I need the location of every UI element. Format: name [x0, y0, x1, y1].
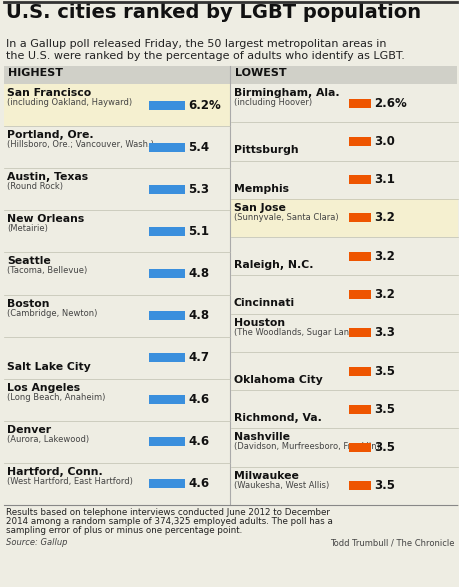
Text: U.S. cities ranked by LGBT population: U.S. cities ranked by LGBT population	[6, 3, 420, 22]
Text: Todd Trumbull / The Chronicle: Todd Trumbull / The Chronicle	[330, 538, 454, 547]
Text: 4.7: 4.7	[188, 351, 208, 364]
Bar	[348, 175, 370, 184]
Text: Birmingham, Ala.: Birmingham, Ala.	[234, 88, 339, 98]
Text: 3.2: 3.2	[373, 211, 394, 224]
Text: Raleigh, N.C.: Raleigh, N.C.	[234, 260, 313, 270]
Text: Los Angeles: Los Angeles	[7, 383, 80, 393]
Text: 4.6: 4.6	[188, 436, 209, 448]
Text: 3.0: 3.0	[373, 135, 394, 148]
Bar	[348, 481, 370, 490]
Text: 3.5: 3.5	[373, 365, 394, 377]
Text: 3.5: 3.5	[373, 441, 394, 454]
Text: 3.2: 3.2	[373, 249, 394, 263]
Bar	[149, 480, 185, 488]
Text: (Sunnyvale, Santa Clara): (Sunnyvale, Santa Clara)	[234, 213, 338, 222]
Text: Austin, Texas: Austin, Texas	[7, 172, 88, 182]
Text: 5.1: 5.1	[188, 225, 208, 238]
Text: (Hillsboro, Ore.; Vancouver, Wash.): (Hillsboro, Ore.; Vancouver, Wash.)	[7, 140, 154, 149]
Text: 3.2: 3.2	[373, 288, 394, 301]
Bar	[348, 366, 370, 376]
Bar	[348, 99, 370, 107]
Bar	[149, 437, 185, 446]
Bar	[348, 137, 370, 146]
Text: sampling error of plus or minus one percentage point.: sampling error of plus or minus one perc…	[6, 526, 242, 535]
Text: Cincinnati: Cincinnati	[234, 299, 295, 309]
Text: Houston: Houston	[234, 318, 285, 328]
Bar	[149, 311, 185, 320]
Text: Portland, Ore.: Portland, Ore.	[7, 130, 94, 140]
Text: (Aurora, Lakewood): (Aurora, Lakewood)	[7, 435, 89, 444]
Bar	[149, 353, 185, 362]
Bar	[149, 395, 185, 404]
Bar	[149, 143, 185, 151]
Bar	[4, 66, 230, 84]
Text: Salt Lake City: Salt Lake City	[7, 362, 90, 372]
Text: Results based on telephone interviews conducted June 2012 to December: Results based on telephone interviews co…	[6, 508, 329, 517]
Text: Denver: Denver	[7, 425, 51, 435]
Text: (The Woodlands, Sugar Land): (The Woodlands, Sugar Land)	[234, 328, 357, 336]
Bar	[348, 328, 370, 338]
Text: (Davidson, Murfreesboro, Franklin): (Davidson, Murfreesboro, Franklin)	[234, 443, 379, 451]
Text: (including Hoover): (including Hoover)	[234, 98, 312, 107]
Text: LOWEST: LOWEST	[235, 68, 286, 78]
Text: (West Hartford, East Hartford): (West Hartford, East Hartford)	[7, 477, 133, 486]
Text: (including Oakland, Hayward): (including Oakland, Hayward)	[7, 98, 132, 107]
Bar	[230, 199, 457, 237]
Text: (Long Beach, Anaheim): (Long Beach, Anaheim)	[7, 393, 105, 402]
Text: Milwaukee: Milwaukee	[234, 471, 298, 481]
Text: 3.5: 3.5	[373, 403, 394, 416]
Text: 6.2%: 6.2%	[188, 99, 220, 112]
Text: (Metairie): (Metairie)	[7, 224, 48, 233]
Text: (Tacoma, Bellevue): (Tacoma, Bellevue)	[7, 266, 87, 275]
Bar	[348, 214, 370, 222]
Bar	[348, 443, 370, 452]
Text: Source: Gallup: Source: Gallup	[6, 538, 67, 547]
Text: Nashville: Nashville	[234, 433, 289, 443]
Bar	[149, 185, 185, 194]
Text: Hartford, Conn.: Hartford, Conn.	[7, 467, 102, 477]
Text: (Round Rock): (Round Rock)	[7, 182, 63, 191]
Text: Memphis: Memphis	[234, 184, 288, 194]
Text: 4.8: 4.8	[188, 309, 209, 322]
Text: New Orleans: New Orleans	[7, 214, 84, 224]
Bar	[348, 290, 370, 299]
Bar	[348, 252, 370, 261]
Bar	[149, 269, 185, 278]
Bar	[149, 100, 185, 110]
Bar	[230, 66, 456, 84]
Text: 3.3: 3.3	[373, 326, 394, 339]
Text: 3.1: 3.1	[373, 173, 394, 186]
Bar	[348, 405, 370, 414]
Text: Seattle: Seattle	[7, 257, 50, 266]
Text: San Jose: San Jose	[234, 203, 285, 213]
Bar	[149, 227, 185, 236]
Text: 4.6: 4.6	[188, 393, 209, 406]
Text: San Francisco: San Francisco	[7, 88, 91, 98]
Bar	[4, 84, 230, 126]
Text: 4.8: 4.8	[188, 267, 209, 280]
Text: 4.6: 4.6	[188, 477, 209, 491]
Text: Pittsburgh: Pittsburgh	[234, 146, 298, 156]
Text: (Cambridge, Newton): (Cambridge, Newton)	[7, 309, 97, 318]
Text: In a Gallup poll released Friday, the 50 largest metropolitan areas in: In a Gallup poll released Friday, the 50…	[6, 39, 386, 49]
Text: Boston: Boston	[7, 299, 50, 309]
Text: Richmond, Va.: Richmond, Va.	[234, 413, 321, 423]
Text: 2.6%: 2.6%	[373, 97, 406, 110]
Text: HIGHEST: HIGHEST	[8, 68, 63, 78]
Text: 2014 among a random sample of 374,325 employed adults. The poll has a: 2014 among a random sample of 374,325 em…	[6, 517, 332, 526]
Text: 5.3: 5.3	[188, 183, 208, 195]
Text: 5.4: 5.4	[188, 141, 209, 154]
Text: 3.5: 3.5	[373, 480, 394, 492]
Text: the U.S. were ranked by the percentage of adults who identify as LGBT.: the U.S. were ranked by the percentage o…	[6, 51, 404, 61]
Text: Oklahoma City: Oklahoma City	[234, 375, 322, 385]
Text: (Waukesha, West Allis): (Waukesha, West Allis)	[234, 481, 329, 490]
